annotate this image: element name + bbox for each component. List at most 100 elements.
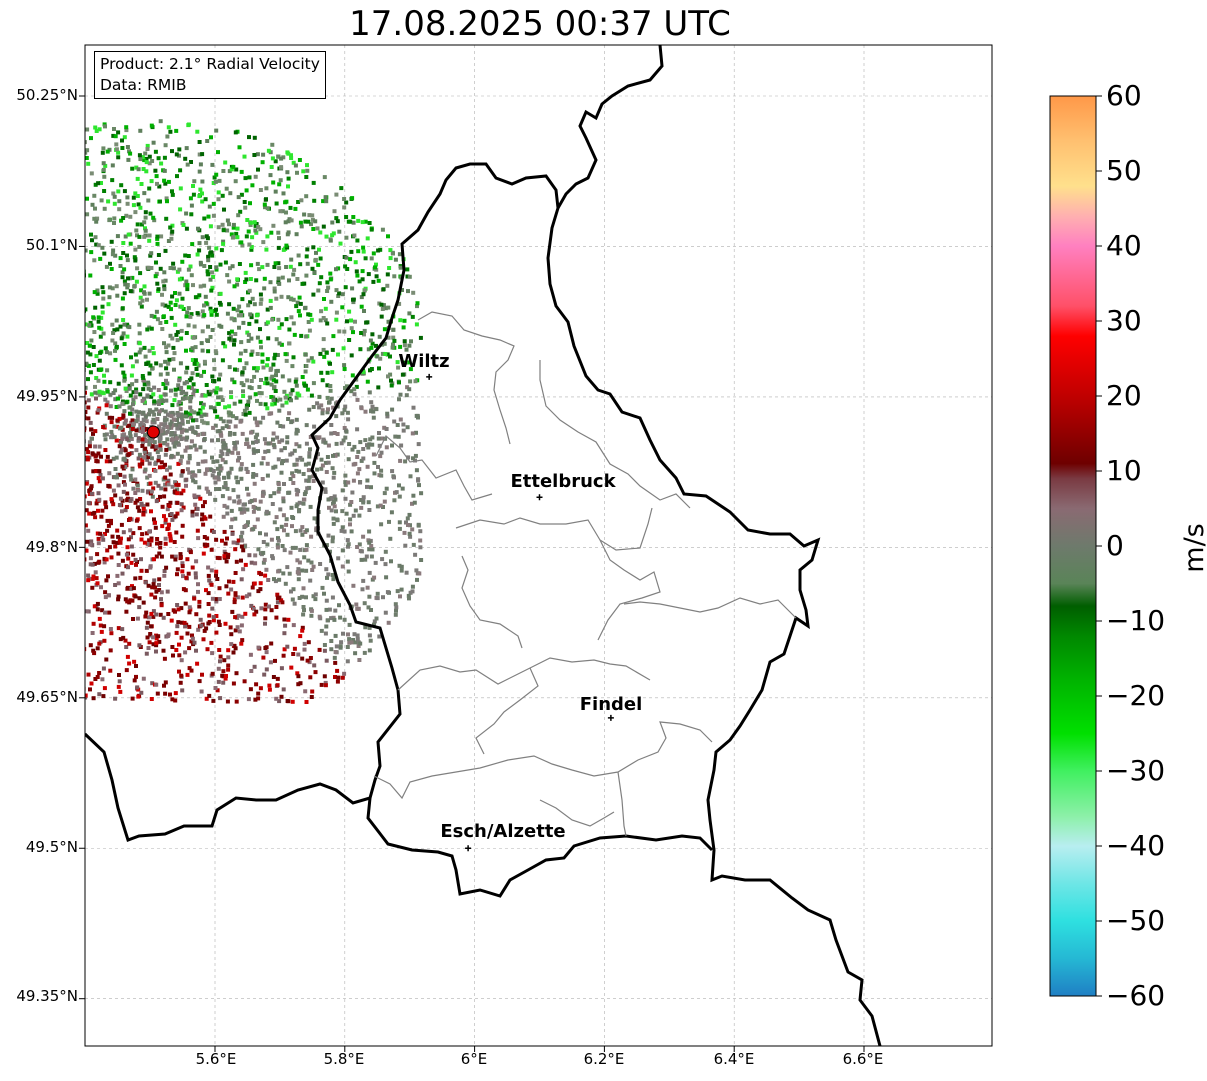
radar-echo bbox=[107, 610, 112, 615]
radar-echo bbox=[127, 149, 131, 154]
radar-echo bbox=[121, 318, 126, 322]
radar-echo bbox=[306, 461, 311, 466]
radar-echo bbox=[189, 409, 194, 414]
radar-echo bbox=[202, 449, 207, 454]
radar-echo bbox=[398, 265, 403, 270]
radar-echo bbox=[125, 545, 130, 550]
radar-echo bbox=[232, 380, 237, 385]
radar-echo bbox=[61, 372, 65, 376]
radar-echo bbox=[6, 598, 10, 602]
radar-echo bbox=[218, 291, 223, 296]
radar-echo bbox=[16, 263, 20, 267]
radar-echo bbox=[306, 358, 311, 363]
radar-echo bbox=[172, 398, 177, 403]
radar-echo bbox=[93, 515, 98, 520]
radar-echo bbox=[308, 675, 313, 680]
radar-echo bbox=[101, 146, 106, 151]
radar-echo bbox=[127, 661, 132, 666]
radar-echo bbox=[212, 406, 217, 411]
radar-echo bbox=[304, 568, 309, 573]
radar-echo bbox=[313, 435, 318, 440]
radar-echo bbox=[250, 296, 255, 301]
radar-echo bbox=[221, 669, 226, 674]
radar-echo bbox=[134, 279, 139, 284]
radar-echo bbox=[330, 539, 335, 544]
radar-echo bbox=[197, 599, 202, 604]
radar-echo bbox=[315, 401, 320, 406]
radar-echo bbox=[398, 392, 403, 397]
radar-echo bbox=[122, 291, 127, 296]
radar-echo bbox=[167, 446, 172, 451]
radar-echo bbox=[124, 213, 129, 218]
radar-echo bbox=[345, 559, 350, 564]
radar-echo bbox=[239, 558, 243, 563]
radar-echo bbox=[374, 262, 378, 267]
radar-echo bbox=[166, 412, 170, 417]
radar-echo bbox=[249, 245, 254, 249]
radar-echo bbox=[50, 491, 54, 495]
radar-echo bbox=[203, 459, 208, 464]
radar-echo bbox=[404, 570, 409, 575]
radar-echo bbox=[144, 156, 149, 161]
radar-echo bbox=[341, 631, 345, 636]
radar-echo bbox=[113, 134, 118, 139]
radar-echo bbox=[226, 471, 231, 476]
radar-echo bbox=[336, 294, 341, 298]
radar-echo bbox=[75, 494, 79, 498]
radar-echo bbox=[165, 634, 170, 638]
radar-echo bbox=[355, 633, 360, 638]
radar-echo bbox=[159, 422, 164, 427]
radar-echo bbox=[169, 419, 174, 424]
radar-echo bbox=[293, 379, 298, 384]
radar-echo bbox=[16, 170, 20, 174]
radar-echo bbox=[3, 373, 7, 377]
radar-echo bbox=[277, 439, 282, 444]
radar-echo bbox=[1, 503, 5, 507]
radar-echo bbox=[324, 470, 329, 474]
radar-echo bbox=[242, 154, 247, 159]
radar-echo bbox=[334, 288, 339, 293]
radar-echo bbox=[91, 648, 96, 653]
radar-echo bbox=[180, 427, 185, 432]
radar-echo bbox=[184, 370, 189, 375]
radar-echo bbox=[190, 513, 195, 518]
radar-echo bbox=[252, 135, 257, 140]
radar-echo bbox=[180, 534, 185, 539]
radar-echo bbox=[106, 593, 111, 598]
radar-echo bbox=[72, 156, 76, 160]
radar-echo bbox=[95, 216, 100, 221]
radar-echo bbox=[244, 277, 249, 282]
radar-echo bbox=[144, 160, 149, 165]
radar-echo bbox=[13, 179, 17, 183]
radar-echo bbox=[191, 184, 195, 188]
radar-echo bbox=[178, 680, 183, 685]
radar-echo bbox=[416, 523, 421, 528]
radar-echo bbox=[142, 449, 147, 454]
radar-echo bbox=[229, 525, 234, 530]
radar-echo bbox=[137, 526, 142, 531]
radar-echo bbox=[235, 235, 240, 240]
radar-echo bbox=[81, 663, 85, 667]
radar-echo bbox=[328, 549, 332, 554]
radar-echo bbox=[223, 676, 228, 681]
radar-echo bbox=[123, 418, 128, 423]
radar-echo bbox=[385, 272, 390, 277]
radar-echo bbox=[234, 699, 239, 704]
radar-echo bbox=[332, 431, 337, 435]
radar-echo bbox=[169, 315, 174, 320]
radar-echo bbox=[165, 507, 170, 512]
radar-echo bbox=[369, 608, 373, 612]
radar-echo bbox=[268, 305, 273, 310]
radar-echo bbox=[194, 612, 199, 617]
radar-echo bbox=[103, 437, 108, 442]
radar-echo bbox=[362, 332, 366, 337]
radar-echo bbox=[343, 435, 348, 440]
radar-echo bbox=[163, 536, 168, 541]
radar-echo bbox=[333, 650, 338, 654]
radar-echo bbox=[175, 426, 180, 431]
radar-echo bbox=[211, 618, 216, 623]
radar-echo bbox=[75, 463, 79, 467]
radar-echo bbox=[281, 499, 286, 504]
radar-echo bbox=[146, 646, 151, 650]
radar-echo bbox=[322, 643, 327, 647]
